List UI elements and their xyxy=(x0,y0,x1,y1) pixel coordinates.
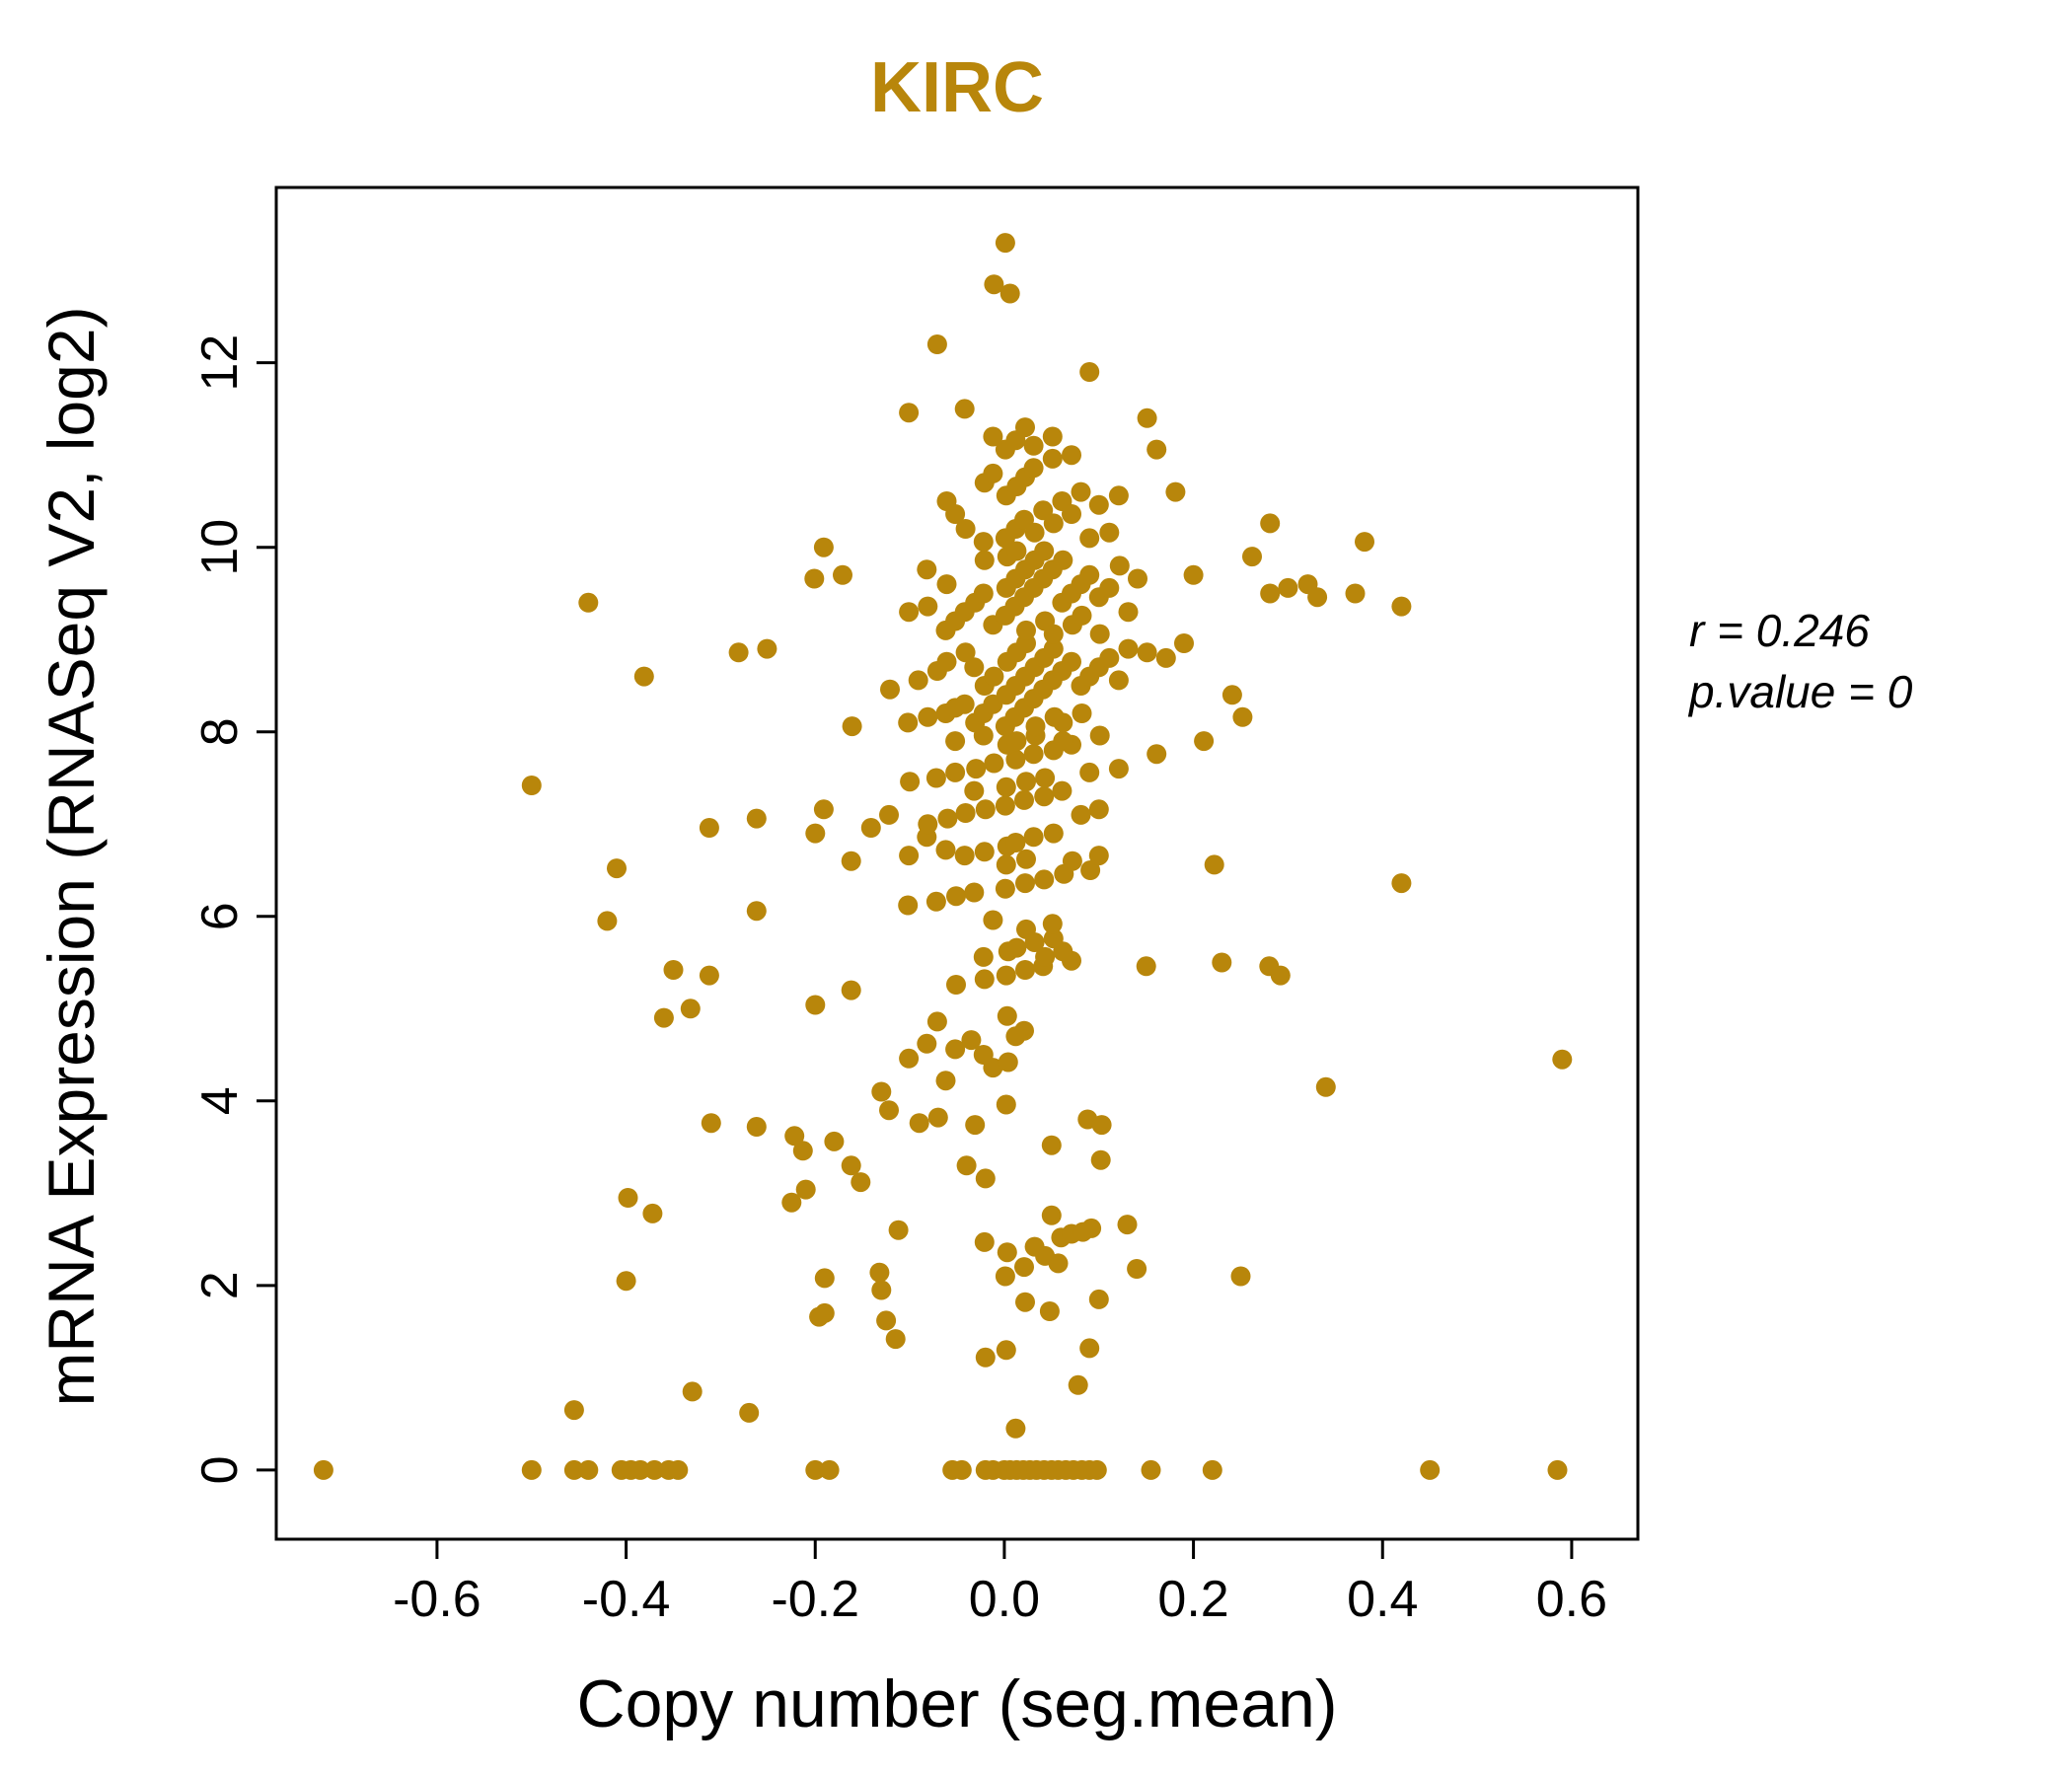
svg-text:0.4: 0.4 xyxy=(1347,1571,1418,1628)
svg-text:6: 6 xyxy=(191,902,249,930)
svg-text:2: 2 xyxy=(191,1271,249,1299)
correlation-text: r = 0.246 xyxy=(1689,605,1870,656)
svg-text:-0.2: -0.2 xyxy=(771,1571,859,1628)
data-points xyxy=(313,233,1573,1480)
stats-annotation: r = 0.246 p.value = 0 xyxy=(1689,600,1912,722)
svg-text:0.6: 0.6 xyxy=(1536,1571,1607,1628)
tick-labels: -0.6 -0.4 -0.2 0.0 0.2 0.4 0.6 0 2 4 6 8 10 12 xyxy=(191,334,1607,1628)
pvalue-text: p.value = 0 xyxy=(1689,666,1913,718)
svg-text:4: 4 xyxy=(191,1086,249,1115)
svg-text:-0.6: -0.6 xyxy=(393,1571,481,1628)
axis-ticks xyxy=(257,361,1574,1559)
plot-frame xyxy=(274,185,1640,1541)
svg-text:10: 10 xyxy=(191,519,249,576)
x-axis-title: Copy number (seg.mean) xyxy=(576,1666,1338,1741)
svg-text:-0.4: -0.4 xyxy=(582,1571,671,1628)
chart-title: KIRC xyxy=(870,48,1044,127)
svg-text:0.0: 0.0 xyxy=(969,1571,1040,1628)
y-axis-title: mRNA Expression (RNASeq V2, log2) xyxy=(35,306,108,1407)
svg-text:0.2: 0.2 xyxy=(1157,1571,1228,1628)
svg-text:0: 0 xyxy=(191,1455,249,1484)
svg-text:12: 12 xyxy=(191,334,249,392)
svg-text:8: 8 xyxy=(191,717,249,746)
